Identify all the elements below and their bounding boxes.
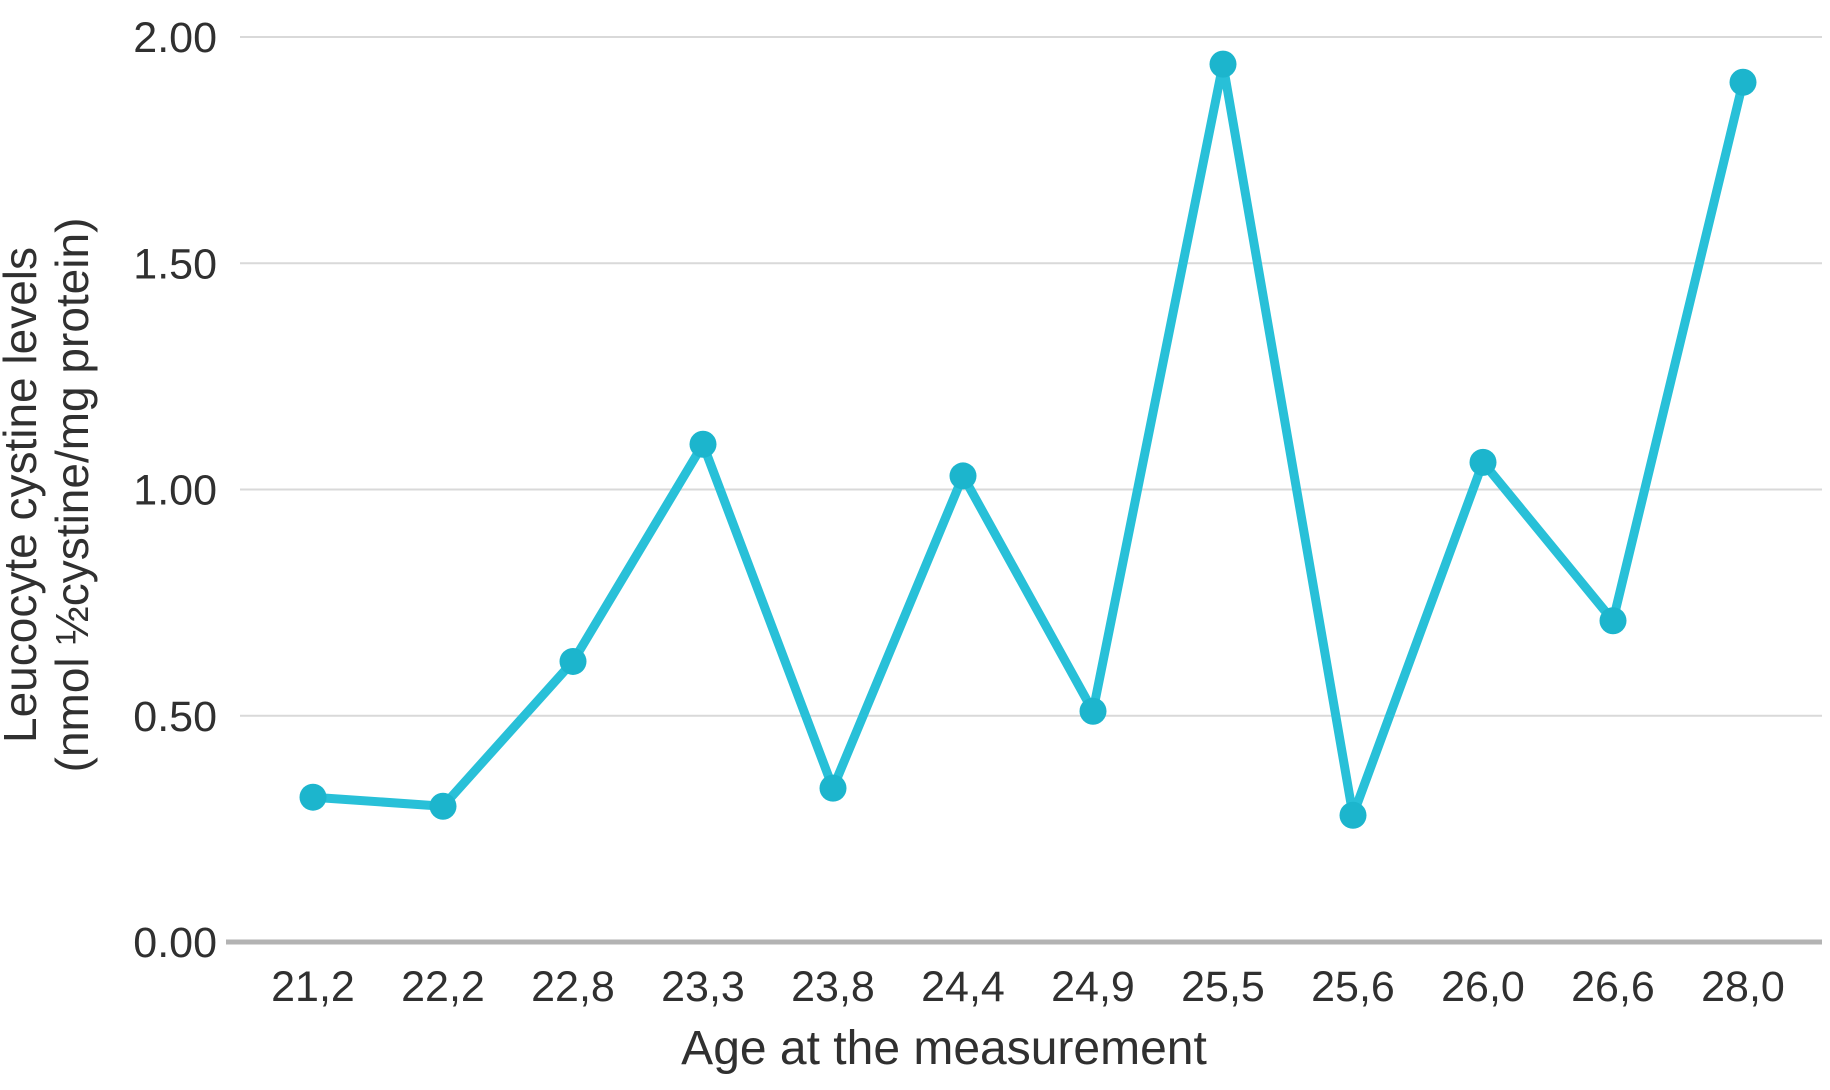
- y-tick-labels: 0.00 0.50 1.00 1.50 2.00: [133, 14, 217, 967]
- x-tick-label: 24,9: [1051, 963, 1135, 1011]
- x-tick-label: 25,6: [1311, 963, 1395, 1011]
- x-tick-label: 23,8: [791, 963, 875, 1011]
- data-point-marker: [949, 462, 977, 490]
- x-tick-label: 22,2: [401, 963, 485, 1011]
- data-point-marker: [299, 783, 327, 811]
- x-tick-label: 24,4: [921, 963, 1005, 1011]
- y-axis-title-line2: (nmol ½cystine/mg protein): [46, 218, 98, 773]
- y-axis-title-line1: Leucocyte cystine levels: [0, 247, 46, 743]
- x-tick-label: 23,3: [661, 963, 745, 1011]
- y-gridlines: [240, 36, 1822, 717]
- y-axis-title: Leucocyte cystine levels (nmol ½cystine/…: [0, 218, 98, 773]
- x-axis-title: Age at the measurement: [681, 1022, 1207, 1075]
- data-point-marker: [1599, 607, 1627, 635]
- x-tick-label: 26,0: [1441, 963, 1525, 1011]
- x-tick-label: 28,0: [1701, 963, 1785, 1011]
- data-point-marker: [689, 430, 717, 458]
- x-tick-label: 26,6: [1571, 963, 1655, 1011]
- x-tick-label: 21,2: [271, 963, 355, 1011]
- y-tick-label: 0.00: [133, 919, 217, 967]
- data-point-marker: [1079, 697, 1107, 725]
- data-point-markers: [299, 50, 1757, 829]
- data-point-marker: [1339, 801, 1367, 829]
- series-line: [308, 59, 1748, 820]
- y-tick-label: 0.50: [133, 693, 217, 741]
- y-tick-label: 2.00: [133, 14, 217, 62]
- data-point-marker: [1469, 448, 1497, 476]
- data-point-marker: [429, 792, 457, 820]
- data-point-marker: [819, 774, 847, 802]
- x-tick-label: 22,8: [531, 963, 615, 1011]
- data-point-marker: [559, 647, 587, 675]
- data-point-marker: [1729, 68, 1757, 96]
- x-tick-labels: 21,2 22,2 22,8 23,3 23,8 24,4 24,9 25,5 25,6 26,0…: [271, 963, 1785, 1011]
- x-tick-label: 25,5: [1181, 963, 1265, 1011]
- data-point-marker: [1209, 50, 1237, 78]
- y-tick-label: 1.50: [133, 240, 217, 288]
- y-tick-label: 1.00: [133, 467, 217, 515]
- series-polyline: [308, 59, 1748, 820]
